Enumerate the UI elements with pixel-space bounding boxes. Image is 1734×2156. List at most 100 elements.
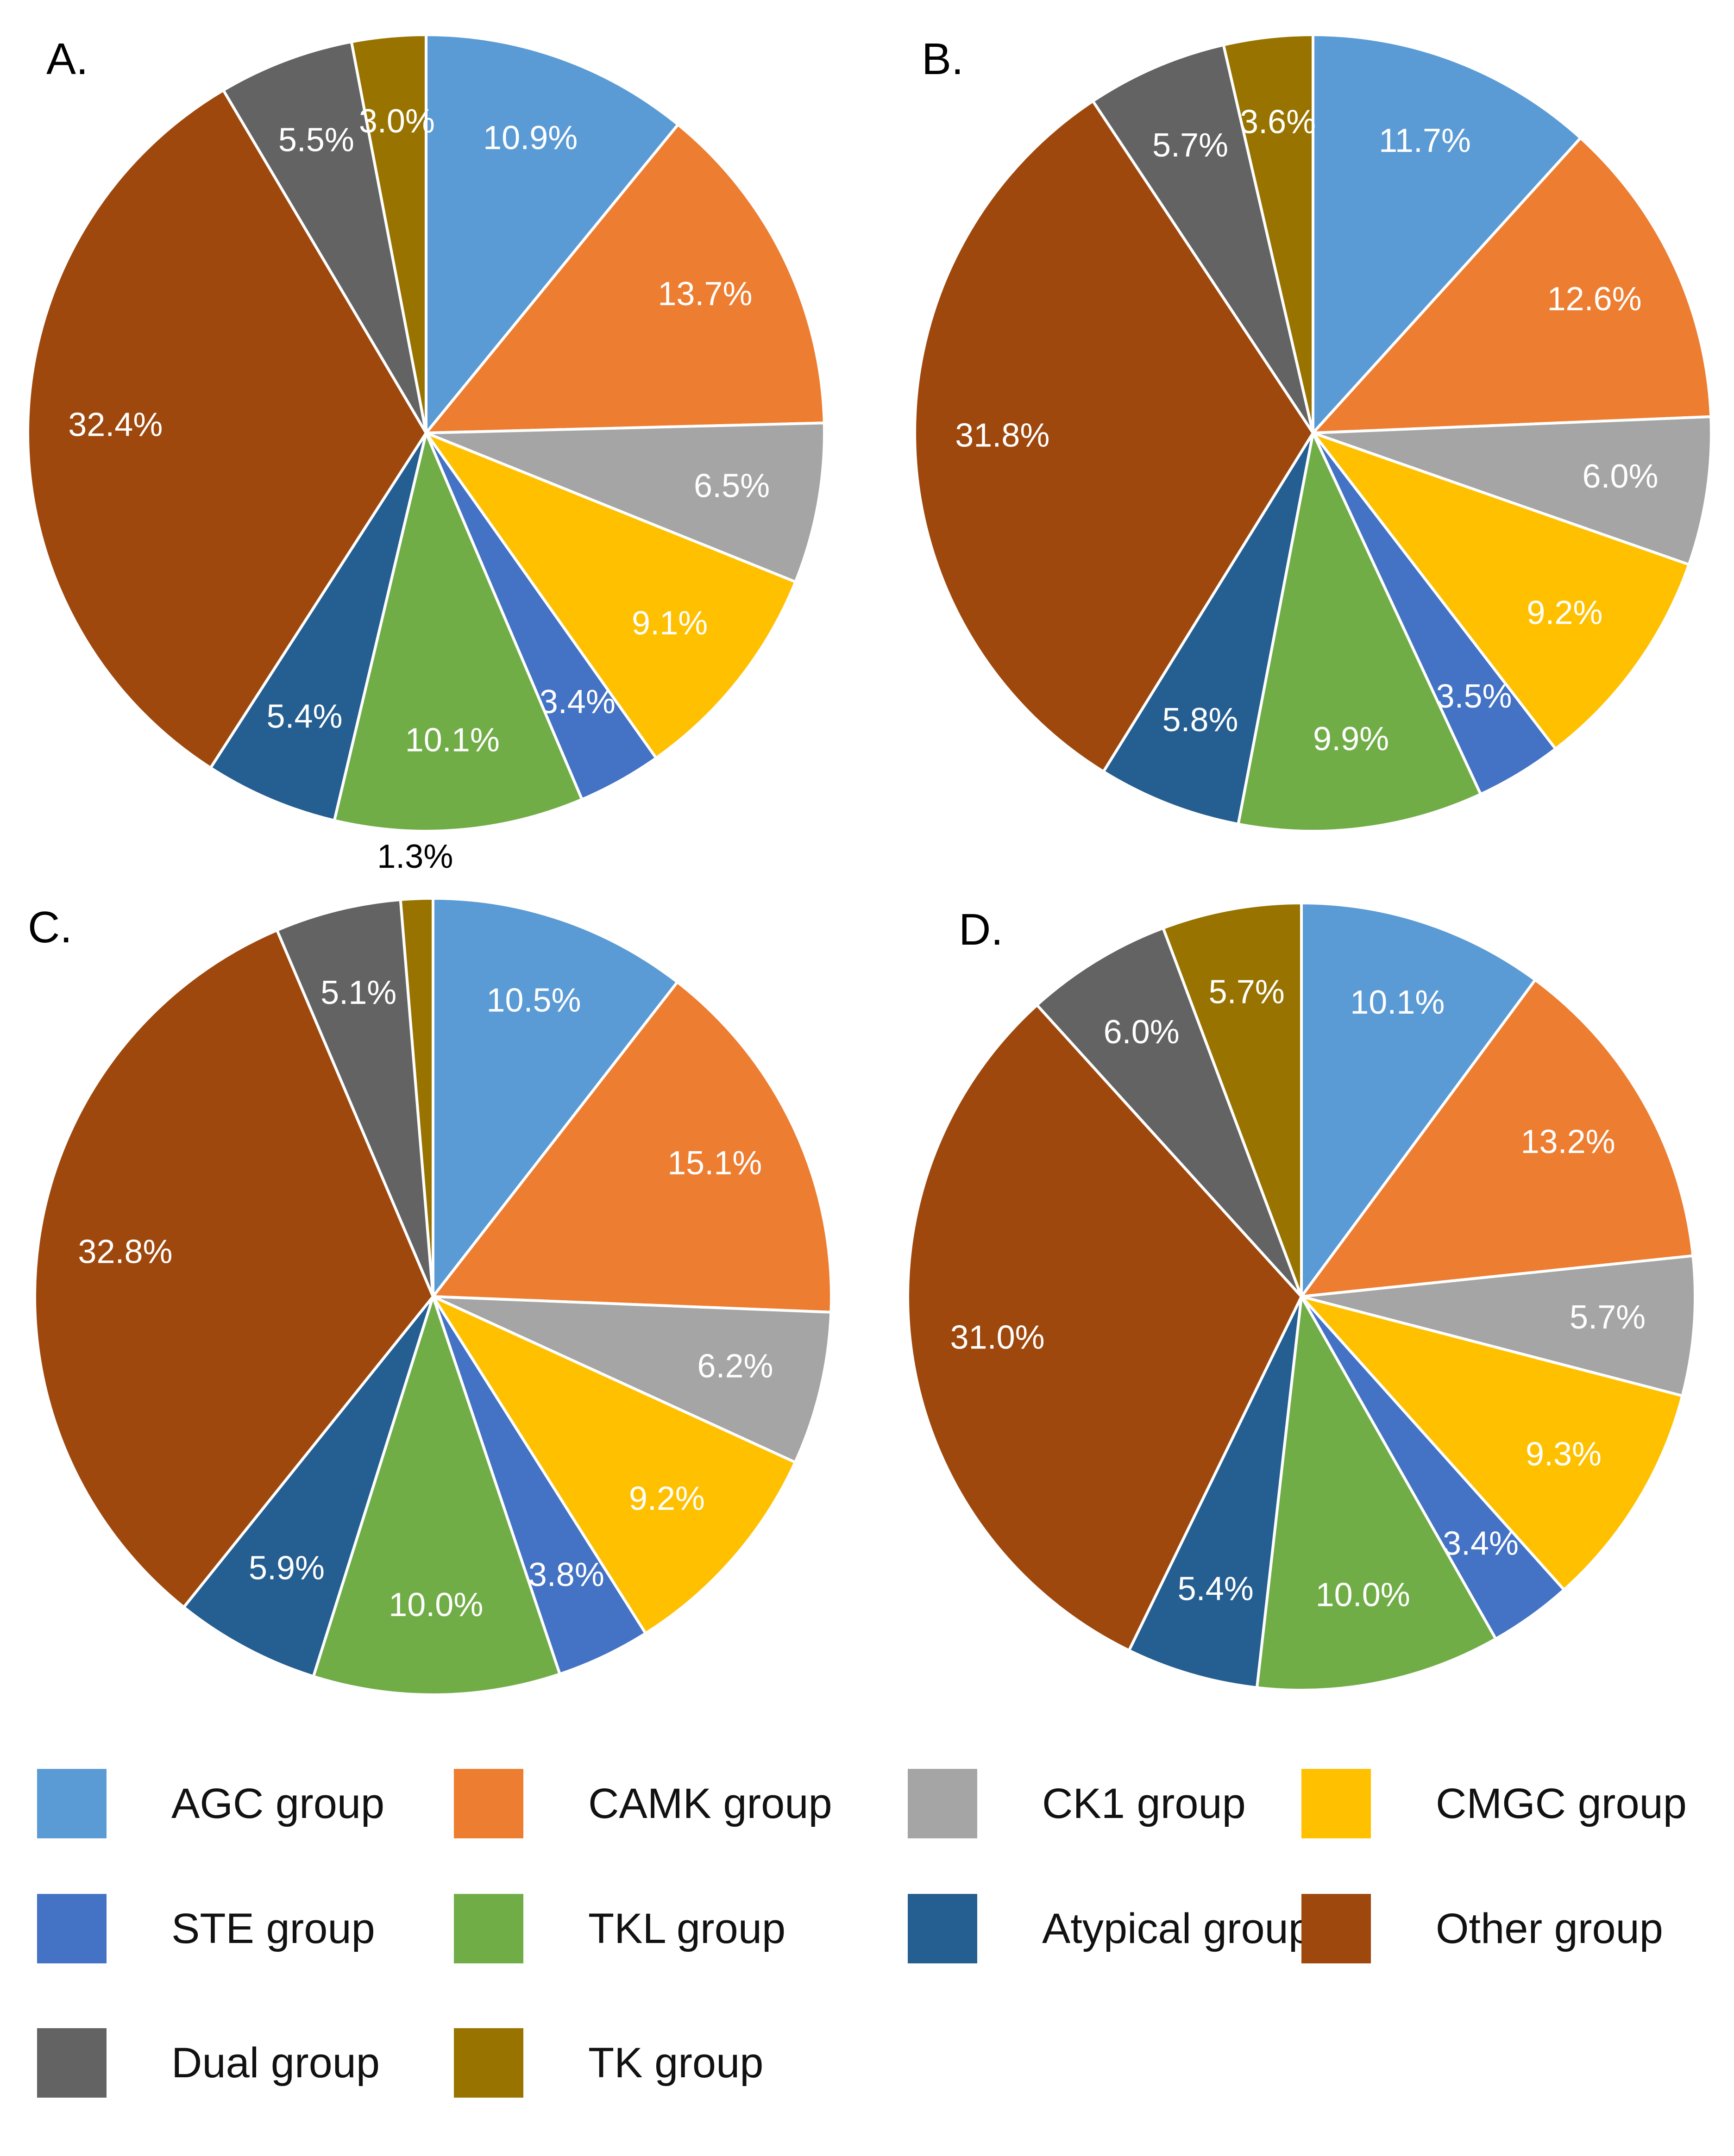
slice-label-other-group: 32.8% bbox=[78, 1234, 172, 1271]
slice-label-tkl-group: 10.1% bbox=[405, 721, 500, 758]
slice-other-group bbox=[33, 928, 435, 1610]
legend-label: Dual group bbox=[171, 2039, 380, 2087]
slice-label-dual-group: 6.0% bbox=[1104, 1014, 1180, 1051]
slice-label-atypical-group: 5.4% bbox=[1178, 1571, 1254, 1608]
slice-camk-group bbox=[430, 980, 833, 1314]
slice-label-dual-group: 5.5% bbox=[278, 122, 354, 159]
legend: AGC group CAMK group CK1 group CMGC group ST… bbox=[0, 1723, 1734, 2156]
pie-title: B. bbox=[922, 34, 964, 84]
slice-label-tk-group: 3.6% bbox=[1240, 104, 1316, 141]
slice-atypical-group bbox=[182, 1296, 434, 1679]
legend-label: CK1 group bbox=[1042, 1780, 1246, 1827]
slice-tkl-group bbox=[333, 428, 584, 833]
slice-label-agc-group: 10.9% bbox=[483, 119, 578, 157]
legend-item-dual-group: Dual group bbox=[37, 2028, 380, 2098]
slice-label-dual-group: 5.1% bbox=[320, 974, 396, 1011]
legend-swatch bbox=[454, 1894, 523, 1963]
pie-charts: A. 10.9% 13.7% 6.5% 9.1% 3.4% 10.1% 5.4% 32.4% 5.… bbox=[28, 33, 1713, 1696]
slice-atypical-group bbox=[1127, 1296, 1303, 1689]
slice-ck1-group bbox=[425, 421, 826, 584]
slice-cmgc-group bbox=[422, 430, 798, 760]
slice-dual-group bbox=[275, 898, 434, 1297]
legend-item-ck1-group: CK1 group bbox=[908, 1769, 1246, 1838]
pie-chart-2: B. 11.7% 12.6% 6.0% 9.2% 3.5% 9.9% 5.8% 31.8% 5.7… bbox=[913, 33, 1713, 833]
pie-chart-3: C. 10.5% 15.1% 6.2% 9.2% 3.8% 10.0% 5.9% 32.8% 5.… bbox=[28, 838, 833, 1696]
slice-label-cmgc-group: 9.1% bbox=[632, 605, 708, 642]
slice-ck1-group bbox=[1301, 1254, 1696, 1398]
slice-label-agc-group: 11.7% bbox=[1379, 122, 1471, 159]
slice-atypical-group bbox=[208, 432, 427, 822]
legend-item-other-group: Other group bbox=[1301, 1894, 1663, 1963]
slice-atypical-group bbox=[1101, 432, 1314, 826]
slice-label-tkl-group: 10.0% bbox=[1316, 1577, 1410, 1614]
slice-dual-group bbox=[1091, 43, 1314, 434]
slice-agc-group bbox=[1300, 901, 1537, 1301]
slice-label-ste-group: 3.4% bbox=[1443, 1525, 1519, 1562]
slice-label-ck1-group: 5.7% bbox=[1570, 1299, 1646, 1336]
slice-label-camk-group: 15.1% bbox=[667, 1145, 762, 1182]
legend-item-atypical-group: Atypical group bbox=[908, 1894, 1312, 1963]
slice-camk-group bbox=[423, 122, 826, 435]
slice-label-agc-group: 10.1% bbox=[1350, 984, 1445, 1021]
legend-swatch bbox=[37, 1769, 107, 1838]
slice-ck1-group bbox=[432, 1295, 833, 1464]
slice-label-ste-group: 3.4% bbox=[540, 683, 616, 721]
slice-label-cmgc-group: 9.2% bbox=[629, 1480, 705, 1517]
legend-swatch bbox=[908, 1894, 977, 1963]
legend-label: TK group bbox=[588, 2039, 764, 2087]
legend-swatch bbox=[37, 2028, 107, 2098]
pie-title: D. bbox=[959, 905, 1003, 954]
legend-label: STE group bbox=[171, 1905, 375, 1952]
pie-title: A. bbox=[46, 34, 88, 84]
slice-label-camk-group: 13.2% bbox=[1521, 1123, 1615, 1160]
slice-camk-group bbox=[1309, 136, 1713, 435]
slice-label-tk-group: 5.7% bbox=[1209, 974, 1285, 1011]
slice-ck1-group bbox=[1313, 415, 1713, 567]
slice-label-atypical-group: 5.4% bbox=[266, 698, 342, 735]
slice-tk-group bbox=[350, 33, 427, 433]
slice-label-ste-group: 3.5% bbox=[1436, 678, 1512, 715]
legend-item-tkl-group: TKL group bbox=[454, 1894, 785, 1963]
slice-label-atypical-group: 5.9% bbox=[249, 1550, 325, 1587]
slice-label-agc-group: 10.5% bbox=[486, 982, 581, 1019]
slice-cmgc-group bbox=[1297, 1294, 1684, 1592]
slice-label-camk-group: 13.7% bbox=[658, 276, 752, 313]
slice-label-tk-group: 3.0% bbox=[359, 103, 435, 140]
legend-label: Atypical group bbox=[1042, 1905, 1312, 1952]
slice-label-ck1-group: 6.0% bbox=[1582, 458, 1658, 495]
legend-item-cmgc-group: CMGC group bbox=[1301, 1769, 1687, 1838]
slice-other-group bbox=[913, 99, 1315, 774]
slice-agc-group bbox=[432, 896, 679, 1301]
legend-item-camk-group: CAMK group bbox=[454, 1769, 832, 1838]
slice-agc-group bbox=[425, 33, 680, 437]
slice-label-cmgc-group: 9.2% bbox=[1527, 594, 1602, 631]
legend-label: TKL group bbox=[588, 1905, 786, 1952]
slice-camk-group bbox=[1298, 978, 1695, 1298]
slice-label-ste-group: 3.8% bbox=[528, 1556, 604, 1593]
slice-other-group bbox=[906, 1003, 1303, 1653]
legend-swatch bbox=[1301, 1894, 1371, 1963]
legend-item-tk-group: TK group bbox=[454, 2028, 763, 2098]
pie-chart-4: D. 10.1% 13.2% 5.7% 9.3% 3.4% 10.0% 5.4% 31.0% 6.… bbox=[906, 901, 1696, 1692]
legend-label: CAMK group bbox=[588, 1780, 832, 1827]
slice-label-tkl-group: 9.9% bbox=[1313, 721, 1389, 758]
legend-swatch bbox=[454, 2028, 523, 2098]
legend-swatch bbox=[454, 1769, 523, 1838]
slice-cmgc-group bbox=[429, 1293, 797, 1636]
legend-swatch bbox=[908, 1769, 977, 1838]
legend-item-ste-group: STE group bbox=[37, 1894, 375, 1963]
slice-label-ck1-group: 6.5% bbox=[694, 468, 770, 505]
slice-label-camk-group: 12.6% bbox=[1547, 281, 1642, 318]
slice-label-dual-group: 5.7% bbox=[1152, 127, 1228, 164]
slice-label-other-group: 32.4% bbox=[68, 406, 163, 443]
slice-tk-group bbox=[1161, 901, 1303, 1297]
slice-tkl-group bbox=[311, 1292, 562, 1696]
slice-tk-group bbox=[1222, 33, 1314, 433]
pie-title: C. bbox=[28, 903, 72, 952]
slice-tkl-group bbox=[1237, 428, 1483, 833]
legend-label: AGC group bbox=[171, 1780, 385, 1827]
slice-dual-group bbox=[221, 40, 427, 434]
slice-tk-group bbox=[399, 896, 434, 1297]
slice-dual-group bbox=[1035, 926, 1303, 1298]
legend-label: CMGC group bbox=[1436, 1780, 1687, 1827]
